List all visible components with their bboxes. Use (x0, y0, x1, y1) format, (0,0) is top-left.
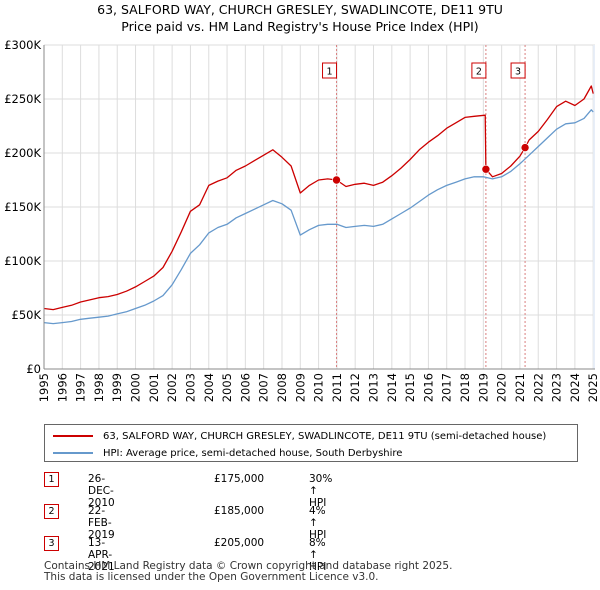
x-tick-label: 1997 (74, 373, 88, 402)
x-tick-label: 1999 (110, 373, 124, 402)
legend-swatch-property (53, 435, 93, 437)
sale-number-badge: 1 (44, 472, 59, 487)
series-line-hpi (43, 109, 594, 325)
sale-price: £185,000 (214, 505, 265, 517)
sale-label-number: 2 (476, 67, 482, 78)
chart-title-address: 63, SALFORD WAY, CHURCH GRESLEY, SWADLIN… (97, 2, 503, 17)
x-tick-label: 2012 (348, 373, 362, 402)
x-tick-label: 2001 (147, 373, 161, 402)
chart-grid (43, 44, 595, 370)
sale-label-number: 3 (515, 67, 521, 78)
legend-item-property: 63, SALFORD WAY, CHURCH GRESLEY, SWADLIN… (53, 429, 546, 443)
y-tick-label: £50K (12, 308, 42, 322)
sale-label-box (322, 62, 338, 79)
sale-point (481, 164, 491, 174)
footer-copyright: Contains HM Land Registry data © Crown c… (44, 560, 453, 572)
chart-series (43, 85, 594, 325)
x-tick-label: 2007 (257, 373, 271, 402)
x-tick-label: 2003 (183, 373, 197, 402)
x-tick-label: 2013 (367, 373, 381, 402)
chart-subtitle: Price paid vs. HM Land Registry's House … (121, 19, 479, 34)
x-tick-label: 2018 (458, 373, 472, 402)
sale-hpi-change: 4% ↑ HPI (309, 505, 327, 541)
legend-swatch-hpi (53, 452, 93, 454)
footer-licence: This data is licensed under the Open Gov… (44, 571, 379, 583)
sale-hpi-change: 8% ↑ HPI (309, 537, 327, 573)
x-tick-label: 2011 (330, 373, 344, 402)
sale-point (520, 143, 530, 152)
y-tick-label: £250K (4, 92, 41, 106)
sale-date: 22-FEB-2019 (88, 505, 115, 541)
sale-number-badge: 2 (44, 504, 59, 519)
sale-price: £175,000 (214, 473, 265, 485)
x-tick-label: 2016 (421, 373, 435, 402)
sale-hpi-change: 30% ↑ HPI (309, 473, 333, 509)
x-tick-label: 2021 (513, 373, 527, 402)
x-tick-label: 2010 (312, 373, 326, 402)
y-tick-label: £0 (26, 362, 41, 376)
y-tick-label: £100K (4, 254, 41, 268)
sale-point (332, 175, 341, 185)
legend-label-hpi: HPI: Average price, semi-detached house,… (103, 447, 403, 459)
x-tick-label: 2017 (440, 373, 454, 402)
x-tick-label: 1998 (92, 373, 106, 402)
x-tick-label: 2014 (385, 373, 399, 402)
legend-label-property: 63, SALFORD WAY, CHURCH GRESLEY, SWADLIN… (103, 430, 547, 442)
x-tick-label: 2008 (275, 373, 289, 402)
y-tick-label: £300K (4, 38, 41, 52)
series-line-property (43, 85, 594, 311)
x-tick-label: 2025 (586, 373, 600, 402)
chart-legend: 63, SALFORD WAY, CHURCH GRESLEY, SWADLIN… (44, 424, 578, 462)
x-tick-label: 2015 (403, 373, 417, 402)
x-tick-label: 2004 (202, 373, 216, 402)
y-tick-label: £150K (4, 200, 41, 214)
x-tick-label: 2002 (165, 373, 179, 402)
sale-date: 13-APR-2021 (88, 537, 115, 573)
y-tick-label: £200K (4, 146, 41, 160)
x-tick-label: 2005 (220, 373, 234, 402)
sale-number-badge: 3 (44, 536, 59, 551)
sale-date-lines: 1 2 3 (322, 45, 526, 369)
x-tick-label: 1996 (55, 373, 69, 402)
x-tick-label: 2000 (129, 373, 143, 402)
x-tick-label: 1995 (37, 373, 51, 402)
forecast-shade (593, 45, 595, 369)
shaded-region (593, 45, 595, 369)
price-chart: 1 2 3 £0 £50K £100K £150K £200K £250K £300K 1995 1… (4, 38, 600, 402)
sale-label-number: 1 (327, 67, 333, 78)
sale-price: £205,000 (214, 537, 265, 549)
x-tick-label: 2020 (495, 373, 509, 402)
legend-item-hpi: HPI: Average price, semi-detached house,… (53, 446, 402, 460)
x-tick-label: 2019 (476, 373, 490, 402)
attribution-footer: Contains HM Land Registry data © Crown c… (44, 561, 452, 583)
x-tick-label: 2009 (293, 373, 307, 402)
sale-date: 26-DEC-2010 (88, 473, 115, 509)
sale-label-box (471, 62, 487, 79)
x-tick-label: 2022 (531, 373, 545, 402)
x-tick-label: 2024 (568, 373, 582, 402)
sale-markers (332, 143, 530, 185)
sale-label-box (510, 62, 526, 79)
chart-axes: £0 £50K £100K £150K £200K £250K £300K 1995 1996 1… (4, 38, 600, 402)
x-tick-label: 2023 (550, 373, 564, 402)
x-tick-label: 2006 (238, 373, 252, 402)
